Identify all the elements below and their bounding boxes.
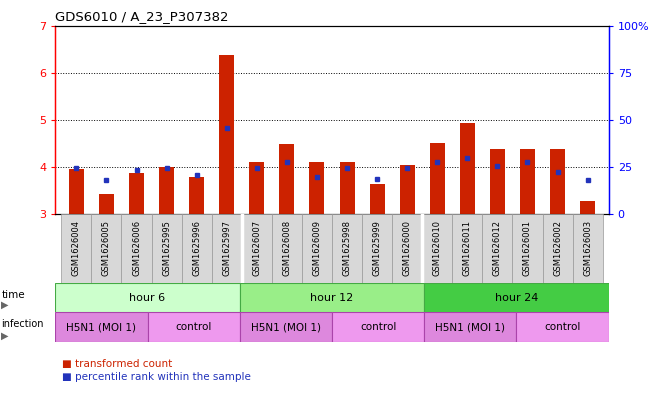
Bar	[430, 143, 445, 214]
Text: H5N1 (MOI 1): H5N1 (MOI 1)	[436, 322, 505, 332]
Text: ▶: ▶	[1, 300, 9, 310]
Text: GSM1626005: GSM1626005	[102, 220, 111, 275]
Text: GSM1625997: GSM1625997	[222, 220, 231, 275]
Bar	[309, 162, 324, 214]
Bar	[159, 167, 174, 214]
Text: H5N1 (MOI 1): H5N1 (MOI 1)	[66, 322, 137, 332]
Bar	[91, 214, 122, 283]
Bar	[61, 214, 91, 283]
Text: GSM1626003: GSM1626003	[583, 220, 592, 276]
Bar	[240, 283, 424, 312]
Bar	[392, 214, 422, 283]
Text: control: control	[176, 322, 212, 332]
Bar	[520, 149, 535, 214]
Bar	[122, 214, 152, 283]
Text: infection: infection	[1, 319, 44, 329]
Text: ■ percentile rank within the sample: ■ percentile rank within the sample	[62, 372, 251, 382]
Bar	[340, 162, 355, 214]
Bar	[550, 149, 565, 214]
Text: GSM1626011: GSM1626011	[463, 220, 472, 275]
Bar	[212, 214, 242, 283]
Bar	[99, 195, 114, 214]
Bar	[69, 169, 84, 214]
Bar	[452, 214, 482, 283]
Bar	[542, 214, 573, 283]
Bar	[424, 283, 609, 312]
Bar	[573, 214, 603, 283]
Bar	[370, 184, 385, 214]
Text: GDS6010 / A_23_P307382: GDS6010 / A_23_P307382	[55, 10, 229, 23]
Text: GSM1626002: GSM1626002	[553, 220, 562, 275]
Text: time: time	[1, 290, 25, 300]
Text: GSM1626007: GSM1626007	[253, 220, 261, 276]
Bar	[332, 312, 424, 342]
Text: GSM1626006: GSM1626006	[132, 220, 141, 276]
Bar	[400, 165, 415, 214]
Text: GSM1625998: GSM1625998	[342, 220, 352, 275]
Text: H5N1 (MOI 1): H5N1 (MOI 1)	[251, 322, 321, 332]
Bar	[219, 55, 234, 214]
Bar	[424, 312, 516, 342]
Text: GSM1626001: GSM1626001	[523, 220, 532, 275]
Text: ▶: ▶	[1, 331, 9, 341]
Text: GSM1625996: GSM1625996	[192, 220, 201, 275]
Text: GSM1626004: GSM1626004	[72, 220, 81, 275]
Text: GSM1626012: GSM1626012	[493, 220, 502, 275]
Bar	[129, 173, 144, 214]
Text: GSM1626008: GSM1626008	[283, 220, 292, 276]
Bar	[249, 162, 264, 214]
Text: GSM1625995: GSM1625995	[162, 220, 171, 275]
Bar	[482, 214, 512, 283]
Text: control: control	[360, 322, 396, 332]
Bar	[148, 312, 240, 342]
Bar	[580, 201, 595, 214]
Bar	[422, 214, 452, 283]
Bar	[55, 283, 240, 312]
Bar	[460, 123, 475, 214]
Text: GSM1626009: GSM1626009	[312, 220, 322, 275]
Text: ■ transformed count: ■ transformed count	[62, 358, 172, 369]
Bar	[55, 312, 148, 342]
Text: GSM1625999: GSM1625999	[372, 220, 381, 275]
Text: hour 6: hour 6	[130, 293, 165, 303]
Bar	[272, 214, 302, 283]
Bar	[279, 144, 294, 214]
Bar	[242, 214, 272, 283]
Bar	[302, 214, 332, 283]
Bar	[189, 177, 204, 214]
Bar	[240, 312, 332, 342]
Text: GSM1626010: GSM1626010	[433, 220, 442, 275]
Bar	[362, 214, 392, 283]
Text: hour 12: hour 12	[311, 293, 353, 303]
Text: hour 24: hour 24	[495, 293, 538, 303]
Text: GSM1626000: GSM1626000	[403, 220, 411, 275]
Bar	[512, 214, 542, 283]
Text: control: control	[544, 322, 581, 332]
Bar	[152, 214, 182, 283]
Bar	[332, 214, 362, 283]
Bar	[516, 312, 609, 342]
Bar	[182, 214, 212, 283]
Bar	[490, 149, 505, 214]
